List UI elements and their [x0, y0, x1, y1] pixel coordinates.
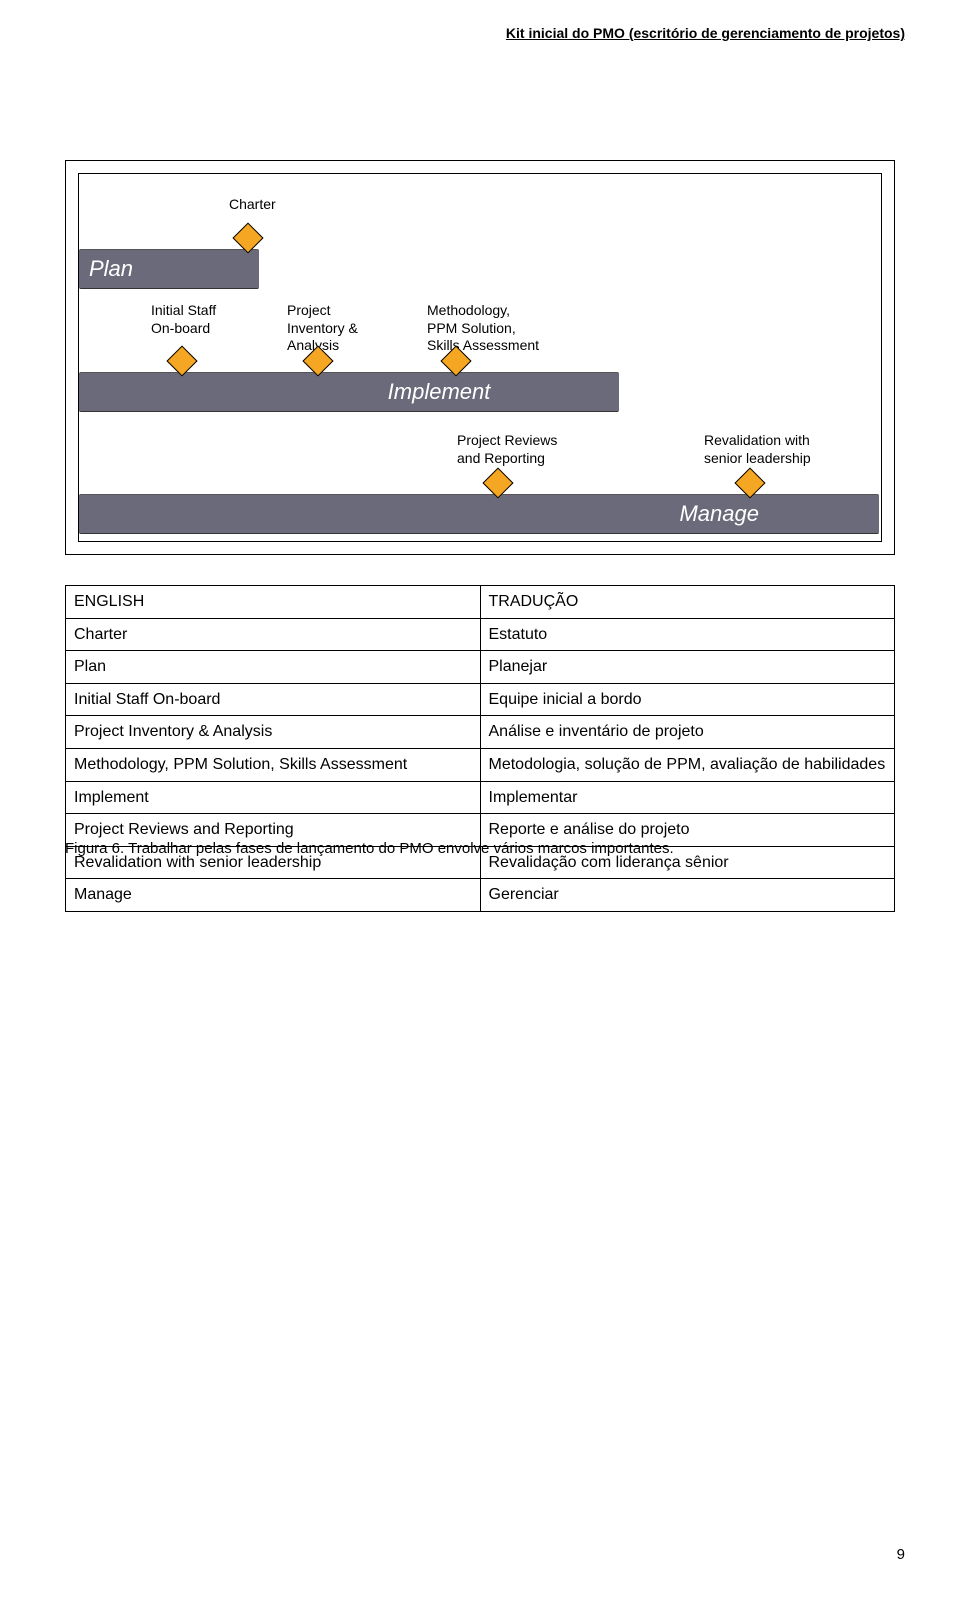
method-l3: Skills Assessment: [427, 337, 539, 353]
implement-phase-bar: Implement: [79, 372, 619, 412]
initial-staff-l1: Initial Staff: [151, 302, 216, 318]
en-cell: Methodology, PPM Solution, Skills Assess…: [66, 748, 481, 781]
reval-l2: senior leadership: [704, 450, 811, 466]
reval-l1: Revalidation with: [704, 432, 810, 448]
implement-label: Implement: [388, 379, 491, 405]
proj-inv-l2: Inventory &: [287, 320, 358, 336]
project-inventory-label: Project Inventory & Analysis: [287, 302, 358, 355]
table-row: PlanPlanejar: [66, 651, 895, 684]
diagram-inner-frame: Plan Charter Implement Initial Staff On-…: [78, 173, 882, 542]
reviews-l2: and Reporting: [457, 450, 545, 466]
page-header: Kit inicial do PMO (escritório de gerenc…: [506, 25, 905, 41]
method-l2: PPM Solution,: [427, 320, 516, 336]
plan-phase-bar: Plan: [79, 249, 259, 289]
translation-table-wrapper: ENGLISHTRADUÇÃO CharterEstatuto PlanPlan…: [65, 585, 895, 912]
initial-staff-label: Initial Staff On-board: [151, 302, 216, 337]
pt-cell: Análise e inventário de projeto: [480, 716, 895, 749]
pt-cell: Implementar: [480, 781, 895, 814]
pt-cell: Planejar: [480, 651, 895, 684]
initial-staff-l2: On-board: [151, 320, 210, 336]
methodology-label: Methodology, PPM Solution, Skills Assess…: [427, 302, 539, 355]
revalidation-label: Revalidation with senior leadership: [704, 432, 811, 467]
en-cell: Charter: [66, 618, 481, 651]
en-cell: Manage: [66, 879, 481, 912]
pt-cell: Equipe inicial a bordo: [480, 683, 895, 716]
proj-inv-l1: Project: [287, 302, 331, 318]
table-row: ENGLISHTRADUÇÃO: [66, 586, 895, 619]
table-row: Project Inventory & AnalysisAnálise e in…: [66, 716, 895, 749]
translation-table-body: ENGLISHTRADUÇÃO CharterEstatuto PlanPlan…: [66, 586, 895, 912]
manage-phase-bar: Manage: [79, 494, 879, 534]
en-cell: ENGLISH: [66, 586, 481, 619]
table-row: ImplementImplementar: [66, 781, 895, 814]
plan-label: Plan: [89, 256, 133, 282]
en-cell: Plan: [66, 651, 481, 684]
diagram-outer-frame: Plan Charter Implement Initial Staff On-…: [65, 160, 895, 555]
table-row: Initial Staff On-boardEquipe inicial a b…: [66, 683, 895, 716]
en-cell: Implement: [66, 781, 481, 814]
figure-caption: Figura 6. Trabalhar pelas fases de lança…: [65, 840, 674, 857]
table-row: ManageGerenciar: [66, 879, 895, 912]
translation-table: ENGLISHTRADUÇÃO CharterEstatuto PlanPlan…: [65, 585, 895, 912]
charter-label: Charter: [229, 196, 276, 214]
pt-cell: Estatuto: [480, 618, 895, 651]
en-cell: Initial Staff On-board: [66, 683, 481, 716]
pt-cell: TRADUÇÃO: [480, 586, 895, 619]
pt-cell: Metodologia, solução de PPM, avaliação d…: [480, 748, 895, 781]
project-reviews-label: Project Reviews and Reporting: [457, 432, 557, 467]
method-l1: Methodology,: [427, 302, 510, 318]
en-cell: Project Inventory & Analysis: [66, 716, 481, 749]
manage-label: Manage: [679, 501, 759, 527]
reviews-l1: Project Reviews: [457, 432, 557, 448]
page-number: 9: [897, 1546, 905, 1563]
table-row: CharterEstatuto: [66, 618, 895, 651]
pt-cell: Gerenciar: [480, 879, 895, 912]
table-row: Methodology, PPM Solution, Skills Assess…: [66, 748, 895, 781]
